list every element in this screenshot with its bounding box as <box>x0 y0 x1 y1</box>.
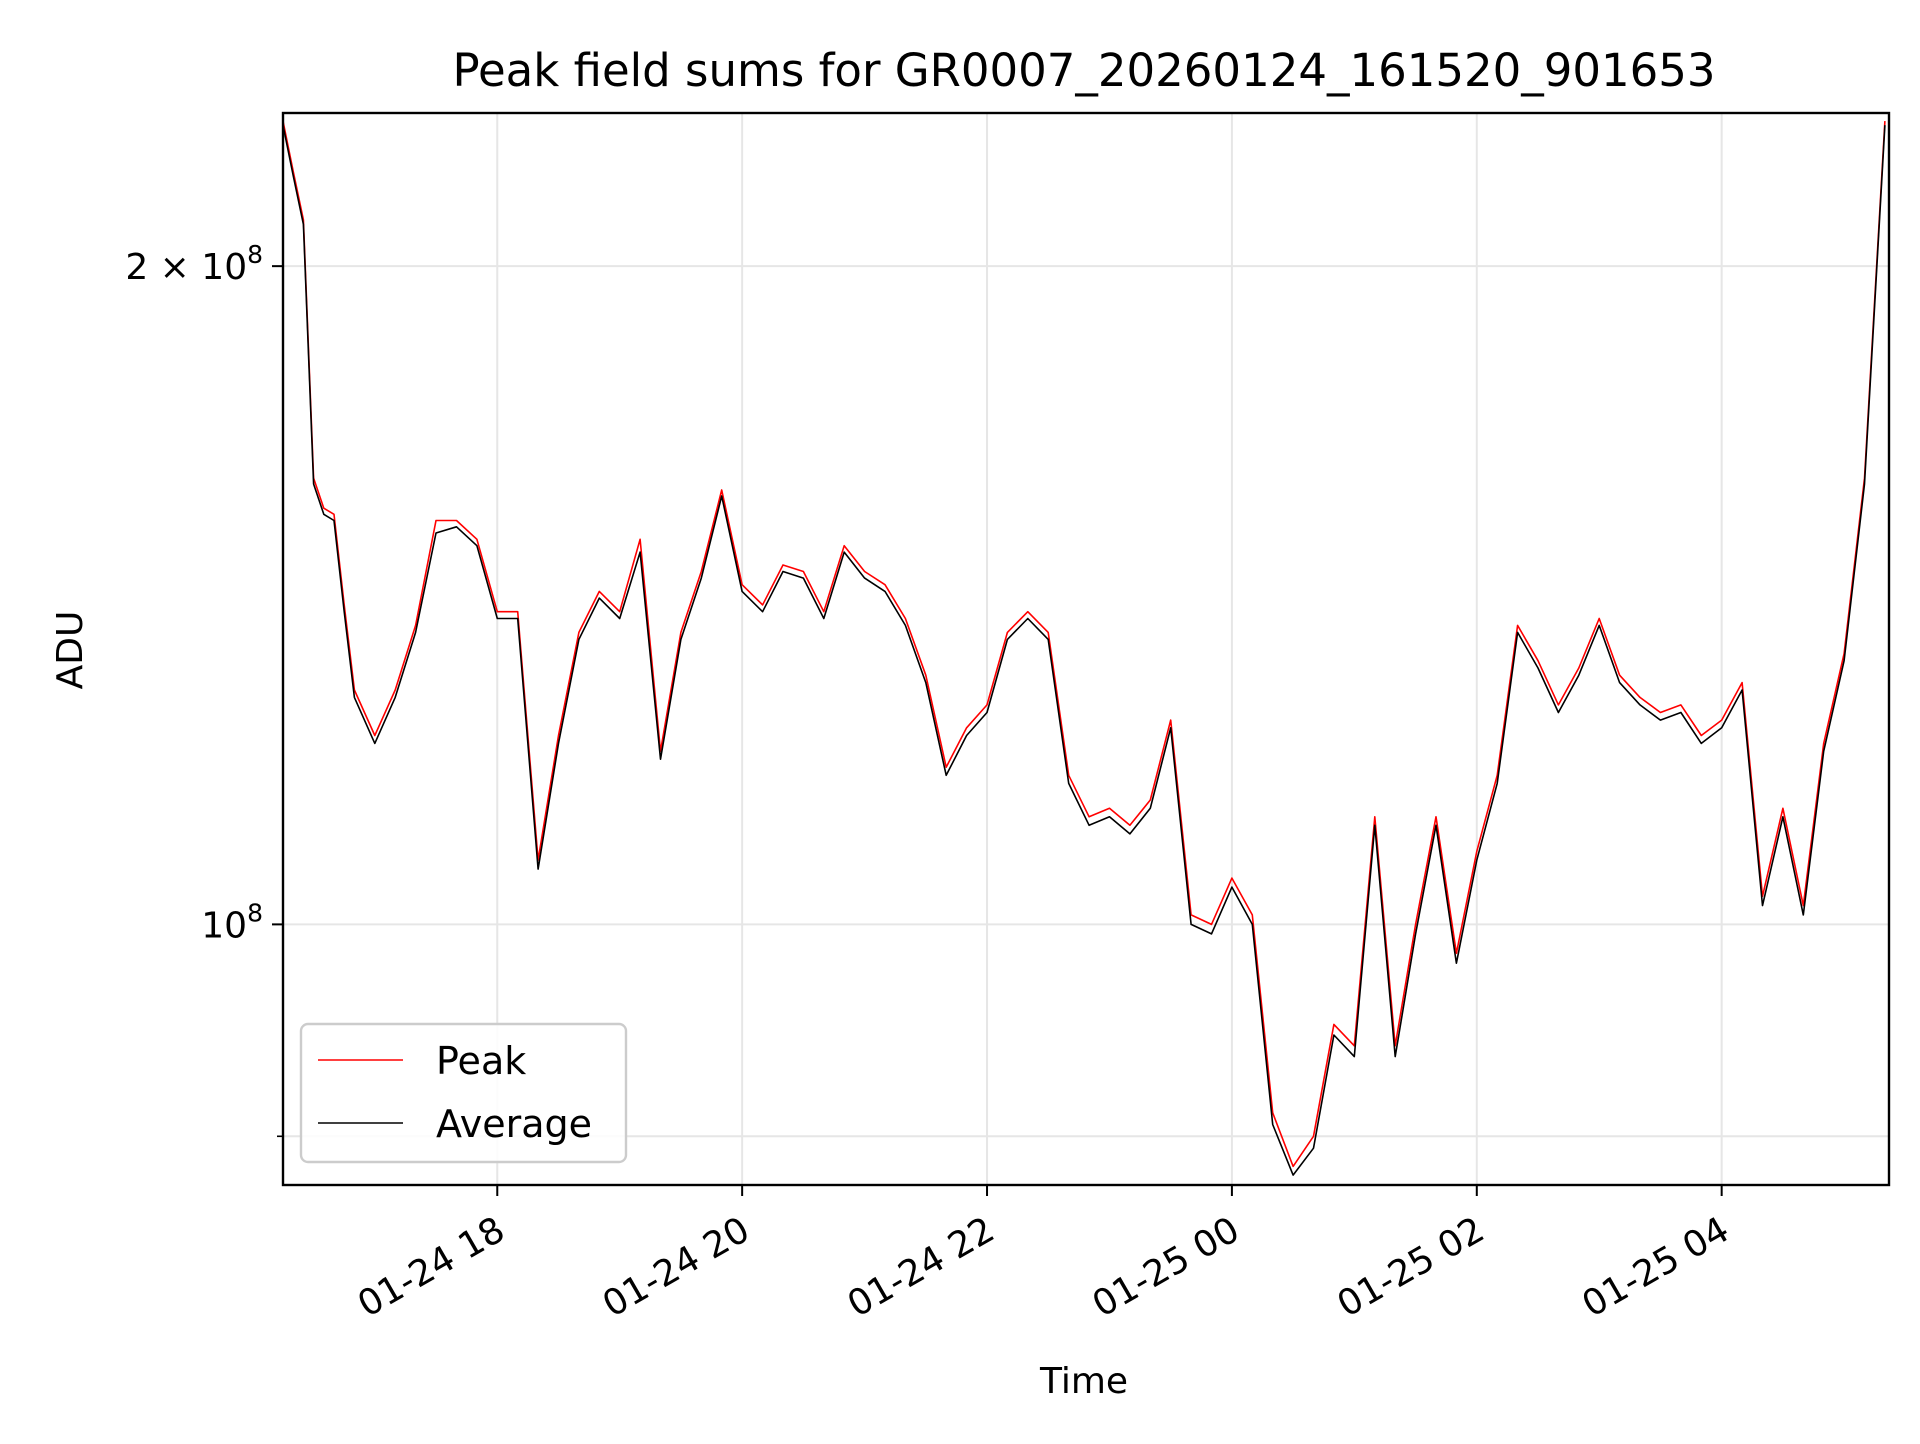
series-layer <box>282 120 1886 1176</box>
legend-label-peak: Peak <box>436 1039 526 1083</box>
chart-title: Peak field sums for GR0007_20260124_1615… <box>452 44 1715 97</box>
legend-label-average: Average <box>436 1102 592 1146</box>
y-tick-label-1: 108 <box>201 898 263 946</box>
y-tick-label-exponent-0: 8 <box>247 240 263 269</box>
y-axis-label: ADU <box>50 611 91 690</box>
series-line-average <box>282 125 1886 1176</box>
y-tick-label-exponent-1: 8 <box>247 898 263 927</box>
series-line-peak <box>282 120 1886 1168</box>
plot-area-frame <box>281 111 1891 1187</box>
x-axis-label: Time <box>1039 1361 1128 1402</box>
y-tick-label-0: 2 × 108 <box>125 240 263 288</box>
legend-box <box>299 1022 628 1164</box>
legend: Peak Average <box>299 1022 628 1164</box>
